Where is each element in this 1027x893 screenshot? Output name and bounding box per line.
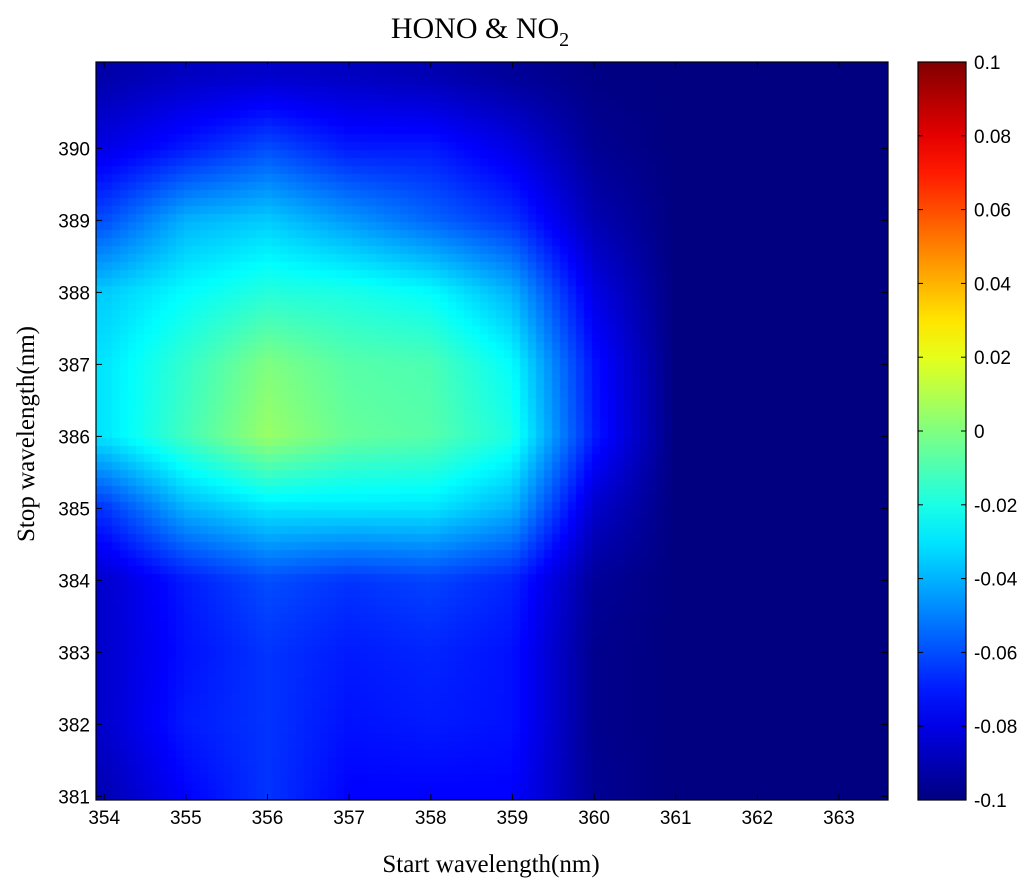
y-tick-label: 382 [58,715,90,736]
colorbar-tick-label: 0.02 [974,348,1011,369]
y-axis-label: Stop wavelength(nm) [13,326,40,542]
heatmap-image [96,62,888,800]
colorbar-tick-label: 0.08 [974,127,1011,148]
colorbar-tick-label: -0.04 [974,570,1018,591]
colorbar-tick-label: 0.04 [974,274,1011,295]
y-tick-label: 389 [58,211,90,232]
colorbar: -0.1 -0.08 -0.06 -0.04 -0.02 0 0.02 0.04 0.06 0.0… [917,53,1018,812]
x-tick-label: 363 [823,808,855,829]
x-tick-label: 354 [88,808,120,829]
heatmap-plot-area [95,61,889,801]
colorbar-tick-label: 0 [974,422,985,443]
x-tick-label: 355 [170,808,202,829]
colorbar-gradient [918,62,966,800]
x-tick-label: 359 [497,808,529,829]
y-tick-label: 383 [58,643,90,664]
x-tick-label: 357 [333,808,365,829]
colorbar-tick-label: -0.08 [974,717,1017,738]
y-tick-label: 381 [58,787,90,808]
colorbar-tick-label: 0.1 [974,53,1000,74]
y-tick-label: 384 [58,571,90,592]
chart-title-subscript: 2 [559,29,569,51]
x-tick-label: 358 [415,808,447,829]
y-tick-label: 386 [58,427,90,448]
x-tick-label: 362 [742,808,774,829]
colorbar-tick-label: -0.1 [974,791,1007,812]
plot-frame [95,61,889,801]
x-tick-label: 360 [578,808,610,829]
x-tick-label: 361 [660,808,692,829]
x-tick-label: 356 [252,808,284,829]
y-tick-label: 385 [58,499,90,520]
x-tick-labels: 354 355 356 357 358 359 360 361 362 363 [88,808,855,829]
y-tick-labels: 381 382 383 384 385 386 387 388 389 390 [58,139,90,808]
y-tick-label: 390 [58,139,90,160]
colorbar-tick-label: -0.06 [974,643,1017,664]
chart-title: HONO & NO2 [391,12,569,51]
y-tick-label: 387 [58,355,90,376]
y-tick-label: 388 [58,283,90,304]
colorbar-tick-label: 0.06 [974,201,1011,222]
x-axis-label: Start wavelength(nm) [382,851,599,878]
colorbar-tick-label: -0.02 [974,496,1017,517]
